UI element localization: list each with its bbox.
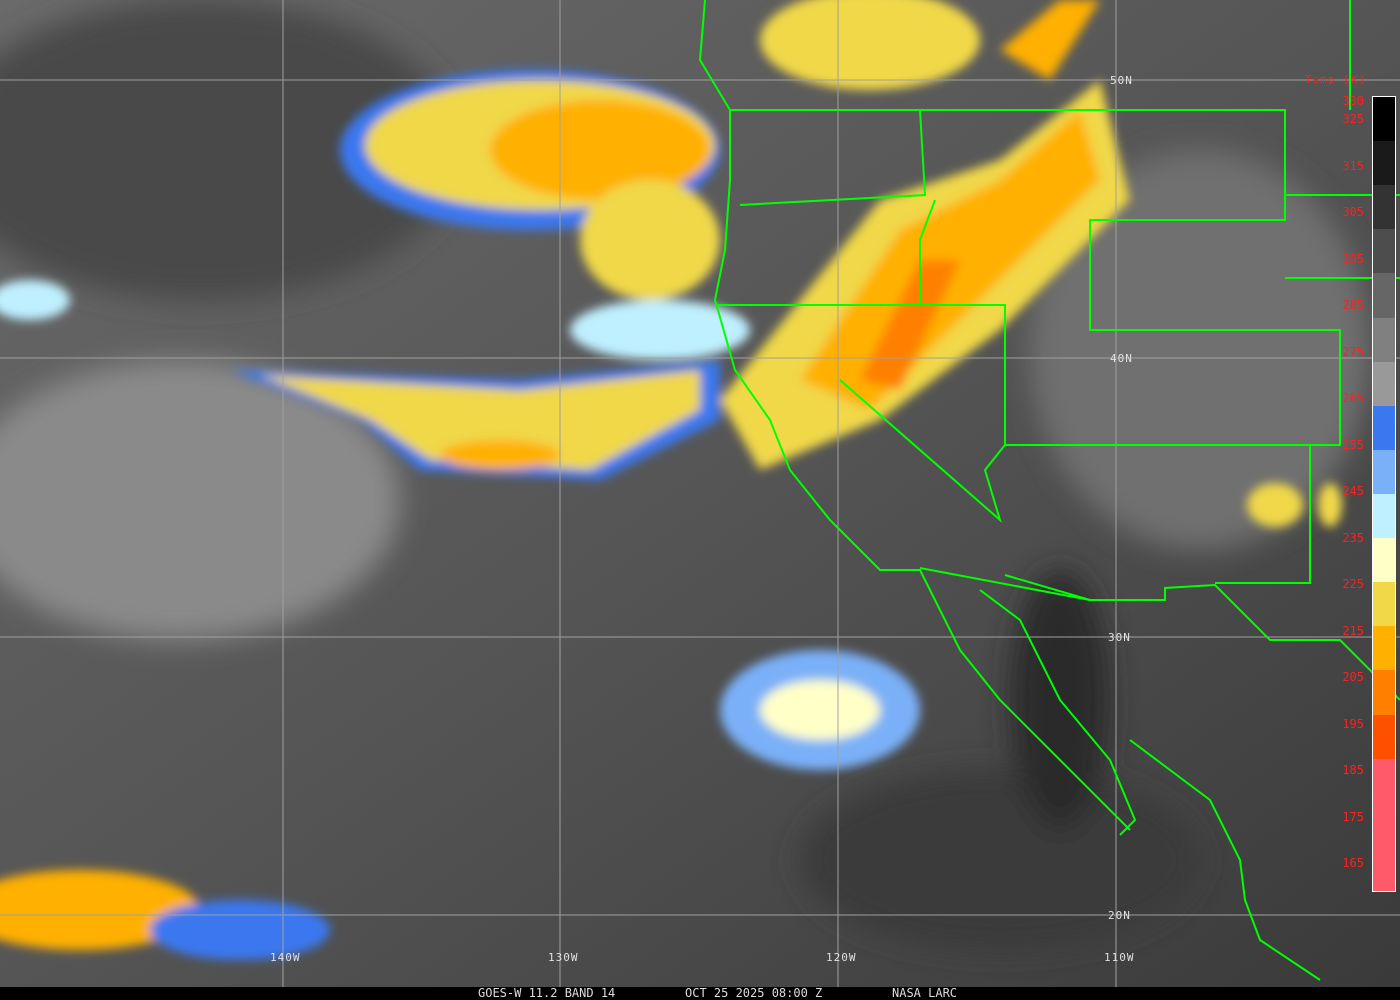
- colorbar-title: Temp [K]: [1305, 73, 1366, 86]
- colorbar-segment: [1373, 405, 1395, 450]
- colorbar-tick-label: 285: [1342, 298, 1364, 312]
- colorbar-tick-label: 255: [1342, 437, 1364, 452]
- temperature-colorbar: [1372, 96, 1396, 892]
- colorbar-segment: [1373, 185, 1395, 230]
- colorbar-tick-label: 185: [1342, 763, 1364, 777]
- lat-label-20n: 20N: [1108, 909, 1131, 922]
- colorbar-segment: [1373, 361, 1395, 406]
- colorbar-segment: [1373, 626, 1395, 671]
- colorbar-tick-label: 315: [1342, 158, 1364, 173]
- colorbar-tick-label: 235: [1342, 530, 1364, 545]
- colorbar-tick-label: 225: [1342, 577, 1364, 591]
- footer-satellite: GOES-W 11.2 BAND 14: [478, 986, 616, 1000]
- colorbar-segment: [1373, 493, 1395, 539]
- colorbar-segment: [1373, 97, 1395, 142]
- colorbar-segment: [1373, 273, 1395, 318]
- colorbar-tick-label: 195: [1342, 716, 1364, 731]
- colorbar-segment: [1373, 449, 1395, 494]
- colorbar-tick-label: 165: [1342, 856, 1364, 870]
- colorbar-segment: [1373, 317, 1395, 362]
- colorbar-tick-label: 175: [1342, 809, 1364, 824]
- colorbar-tick-label: 295: [1342, 251, 1364, 266]
- colorbar-segment: [1373, 582, 1395, 627]
- lon-label-140w: 140W: [270, 951, 301, 964]
- colorbar-tick-label: 330: [1342, 94, 1364, 108]
- lat-label-40n: 40N: [1110, 352, 1133, 365]
- lat-label-50n: 50N: [1110, 74, 1133, 87]
- colorbar-tick-label: 305: [1342, 205, 1364, 219]
- colorbar-segment: [1373, 670, 1395, 715]
- colorbar-segment: [1373, 758, 1395, 891]
- colorbar-tick-label: 245: [1342, 484, 1364, 498]
- colorbar-segment: [1373, 141, 1395, 186]
- cloud-gray: [0, 0, 1370, 950]
- lon-label-120w: 120W: [826, 951, 857, 964]
- colorbar-tick-label: 325: [1342, 112, 1364, 126]
- colorbar-segment: [1373, 229, 1395, 274]
- footer-source: NASA LARC: [892, 986, 958, 1000]
- lon-label-110w: 110W: [1104, 951, 1135, 964]
- colorbar-segment: [1373, 538, 1395, 583]
- footer-bar: GOES-W 11.2 BAND 14 OCT 25 2025 08:00 Z NA…: [0, 987, 1400, 1000]
- colorbar-tick-label: 215: [1342, 623, 1364, 638]
- colorbar-tick-label: 275: [1342, 344, 1364, 359]
- colorbar-segment: [1373, 714, 1395, 759]
- lat-label-30n: 30N: [1108, 631, 1131, 644]
- colorbar-tick-label: 265: [1342, 391, 1364, 405]
- political-borders: [698, 0, 1400, 981]
- footer-datetime: OCT 25 2025 08:00 Z: [685, 986, 823, 1000]
- lon-label-130w: 130W: [548, 951, 579, 964]
- colorbar-tick-label: 205: [1342, 670, 1364, 684]
